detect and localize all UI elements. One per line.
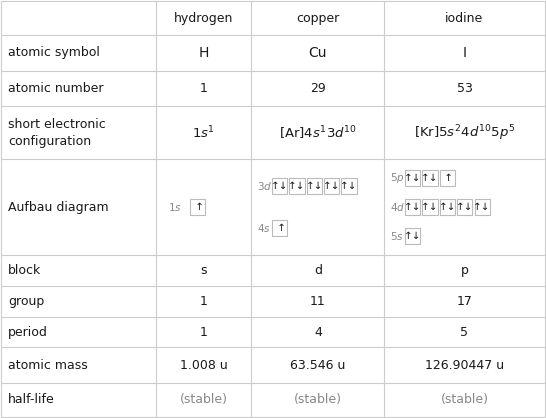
Bar (289, 178, 305, 194)
Text: ↑: ↑ (192, 202, 204, 212)
Text: $1s^{1}$: $1s^{1}$ (192, 125, 215, 141)
Text: d: d (314, 264, 322, 277)
Text: Aufbau diagram: Aufbau diagram (8, 201, 109, 214)
Text: ↑↓: ↑↓ (404, 173, 422, 184)
Bar (341, 178, 357, 194)
Text: $[\mathrm{Kr}]5s^{2}4d^{10}5p^{5}$: $[\mathrm{Kr}]5s^{2}4d^{10}5p^{5}$ (414, 123, 515, 143)
Text: ↑↓: ↑↓ (306, 181, 323, 191)
Text: $3d$: $3d$ (257, 180, 272, 192)
Text: 4: 4 (314, 326, 322, 339)
Text: short electronic
configuration: short electronic configuration (8, 118, 106, 148)
Text: I: I (462, 46, 466, 60)
Bar (423, 199, 437, 215)
Text: ↑↓: ↑↓ (422, 173, 439, 184)
Text: ↑: ↑ (441, 173, 453, 184)
Text: 63.546 u: 63.546 u (290, 359, 346, 372)
Bar (405, 199, 420, 215)
Text: 11: 11 (310, 295, 326, 308)
Text: s: s (200, 264, 207, 277)
Bar (324, 178, 339, 194)
Bar (474, 199, 490, 215)
Text: ↑↓: ↑↓ (271, 181, 288, 191)
Text: 1: 1 (200, 82, 207, 95)
Text: 17: 17 (456, 295, 472, 308)
Text: ↑: ↑ (274, 223, 286, 233)
Text: period: period (8, 326, 48, 339)
Text: ↑↓: ↑↓ (288, 181, 306, 191)
Text: ↑↓: ↑↓ (340, 181, 358, 191)
Text: 1: 1 (200, 326, 207, 339)
Text: (stable): (stable) (294, 393, 342, 406)
Text: ↑↓: ↑↓ (438, 202, 456, 212)
Text: 126.90447 u: 126.90447 u (425, 359, 504, 372)
Text: ↑↓: ↑↓ (404, 202, 422, 212)
Text: atomic symbol: atomic symbol (8, 46, 100, 59)
Text: block: block (8, 264, 41, 277)
Text: copper: copper (296, 12, 340, 25)
Text: 5: 5 (460, 326, 468, 339)
Text: 29: 29 (310, 82, 326, 95)
Text: atomic number: atomic number (8, 82, 103, 95)
Text: ↑↓: ↑↓ (404, 231, 422, 241)
Bar (405, 228, 420, 244)
Bar (190, 199, 205, 215)
Text: group: group (8, 295, 44, 308)
Text: hydrogen: hydrogen (174, 12, 234, 25)
Text: ↑↓: ↑↓ (323, 181, 340, 191)
Text: $5s$: $5s$ (390, 230, 403, 242)
Text: $5p$: $5p$ (390, 171, 405, 185)
Text: $4d$: $4d$ (390, 201, 405, 213)
Text: (stable): (stable) (441, 393, 489, 406)
Text: half-life: half-life (8, 393, 55, 406)
Text: atomic mass: atomic mass (8, 359, 88, 372)
Text: ↑↓: ↑↓ (473, 202, 491, 212)
Text: ↑↓: ↑↓ (422, 202, 439, 212)
Bar (440, 171, 455, 186)
Text: $[\mathrm{Ar}]4s^{1}3d^{10}$: $[\mathrm{Ar}]4s^{1}3d^{10}$ (279, 124, 357, 142)
Text: (stable): (stable) (180, 393, 228, 406)
Text: H: H (199, 46, 209, 60)
Text: 1: 1 (200, 295, 207, 308)
Text: iodine: iodine (446, 12, 484, 25)
Text: $1s$: $1s$ (168, 201, 182, 213)
Bar (440, 199, 455, 215)
Bar (307, 178, 322, 194)
Bar (457, 199, 472, 215)
Text: 53: 53 (456, 82, 472, 95)
Text: Cu: Cu (308, 46, 327, 60)
Bar (272, 178, 287, 194)
Text: p: p (460, 264, 468, 277)
Text: 1.008 u: 1.008 u (180, 359, 228, 372)
Bar (405, 171, 420, 186)
Bar (272, 220, 287, 236)
Text: ↑↓: ↑↓ (456, 202, 473, 212)
Bar (423, 171, 437, 186)
Text: $4s$: $4s$ (257, 222, 270, 234)
